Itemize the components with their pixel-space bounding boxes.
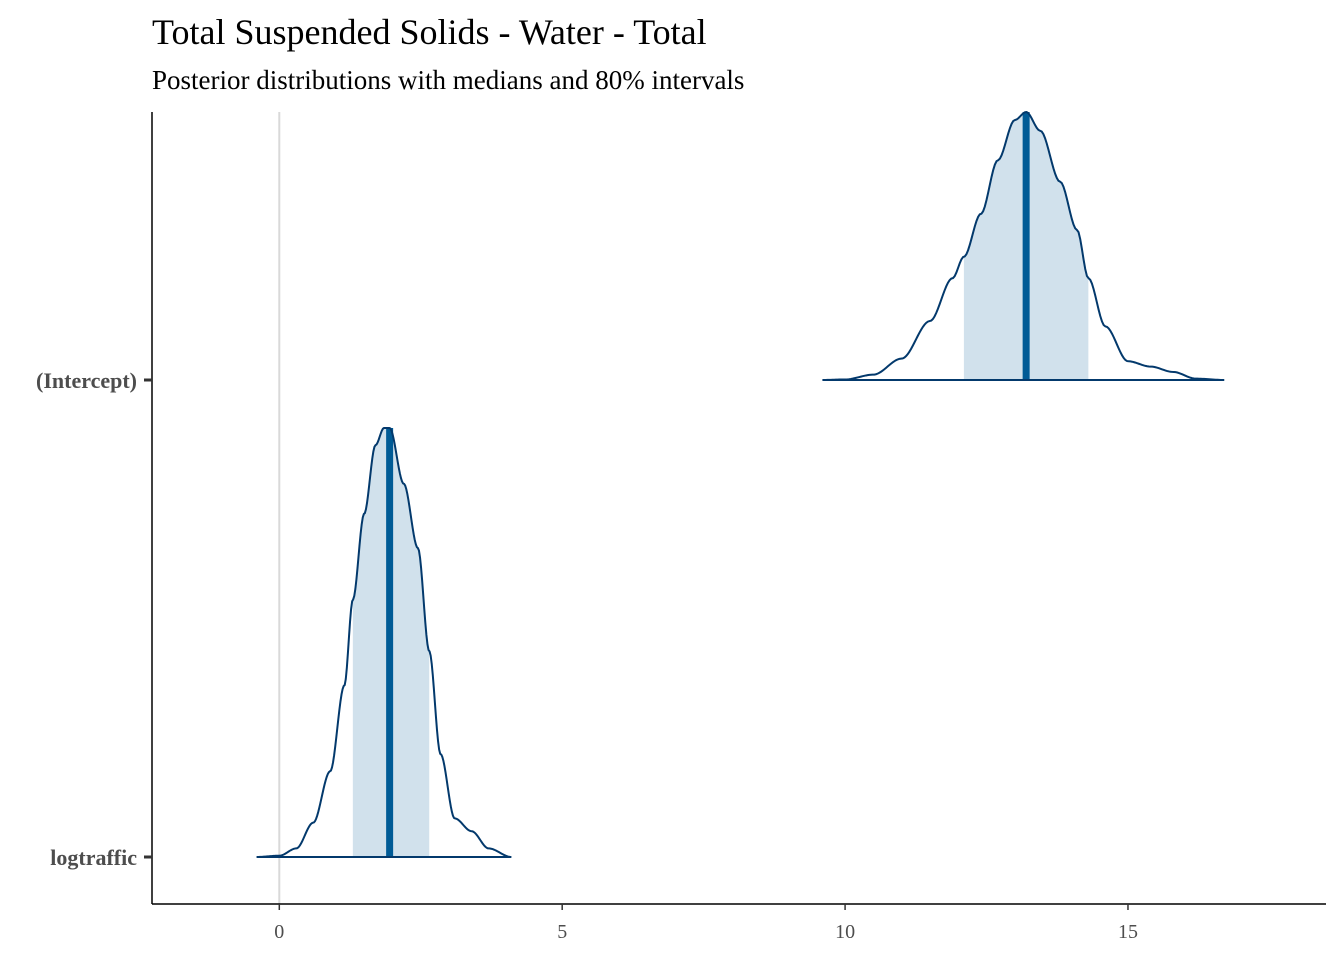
density-curve [822, 111, 1225, 381]
x-tick-label: 5 [557, 921, 567, 943]
chart-subtitle: Posterior distributions with medians and… [152, 65, 744, 95]
density-curve [256, 427, 512, 858]
x-axis-ticks: 0 5 10 15 [274, 904, 1138, 943]
x-tick-label: 15 [1118, 921, 1138, 943]
y-tick-label: (Intercept) [36, 368, 137, 393]
y-axis-ticks: (Intercept) logtraffic [36, 368, 152, 870]
y-tick-label: logtraffic [50, 845, 137, 870]
chart-title: Total Suspended Solids - Water - Total [152, 12, 707, 52]
ridge-logtraffic [256, 427, 512, 858]
plot-area [256, 111, 1225, 904]
ridge-intercept [822, 111, 1225, 381]
x-tick-label: 0 [274, 921, 284, 943]
x-tick-label: 10 [835, 921, 855, 943]
